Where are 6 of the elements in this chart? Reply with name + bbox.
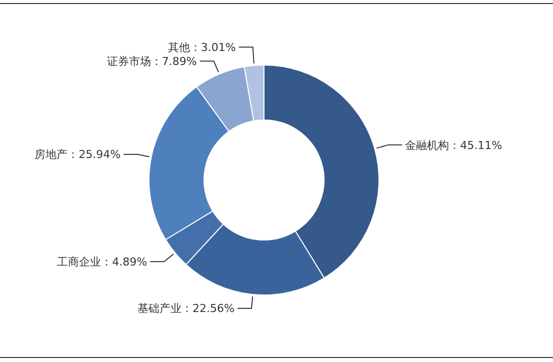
slice-label: 证券市场：7.89% (106, 55, 197, 68)
slice-label: 基础产业：22.56% (138, 302, 234, 316)
slice-label: 其他：3.01% (168, 41, 236, 54)
slice-label: 房地产：25.94% (34, 148, 121, 162)
slice-label: 工商企业：4.89% (57, 256, 148, 269)
slice-label: 金融机构：45.11% (405, 138, 502, 152)
